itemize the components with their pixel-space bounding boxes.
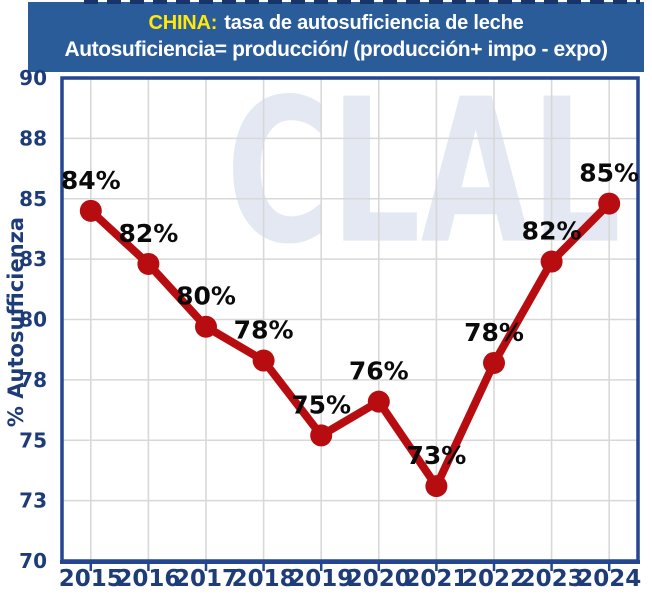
x-tick-label: 2023: [520, 566, 584, 592]
data-point-marker: [367, 390, 390, 413]
y-tick-label: 75: [19, 428, 47, 452]
data-point-marker: [540, 250, 563, 273]
chart-title-country: CHINA:: [148, 12, 218, 34]
series-line: [86, 199, 614, 491]
data-point-marker: [252, 349, 275, 372]
chart-title: CHINA: tasa de autosuficiencia de leche: [148, 12, 523, 35]
x-tick-label: 2016: [116, 566, 180, 592]
x-tick-label: 2022: [462, 566, 526, 592]
data-point-marker: [483, 351, 505, 374]
data-label: 75%: [291, 390, 351, 419]
data-label: 73%: [406, 441, 466, 470]
data-label: 80%: [176, 282, 236, 311]
y-tick-label: 85: [19, 187, 47, 211]
data-label: 78%: [234, 316, 294, 345]
data-point-marker: [598, 192, 621, 215]
chart-title-text: tasa de autosuficiencia de leche: [224, 12, 524, 34]
chart-subtitle: Autosuficiencia= producción/ (producción…: [64, 38, 608, 61]
y-tick-label: 78: [19, 368, 47, 392]
y-tick-label: 80: [19, 308, 47, 332]
data-label: 82%: [522, 217, 582, 246]
x-tick-label: 2019: [289, 566, 353, 592]
data-label: 78%: [464, 318, 524, 347]
chart-title-banner: CHINA: tasa de autosuficiencia de leche A…: [28, 2, 644, 72]
x-tick-label: 2018: [232, 566, 296, 592]
data-point-marker: [137, 252, 160, 275]
data-point-marker: [310, 424, 333, 447]
cropped-text-fragment: [84, 0, 640, 4]
data-label: 85%: [579, 159, 639, 188]
clal-watermark: CLAL: [226, 57, 622, 289]
x-tick-label: 2020: [347, 566, 411, 592]
y-tick-label: 88: [19, 126, 47, 150]
x-tick-label: 2015: [59, 566, 123, 592]
data-point-marker: [425, 475, 448, 498]
y-tick-label: 70: [19, 549, 47, 573]
x-tick-label: 2021: [404, 566, 468, 592]
x-tick-label: 2024: [577, 566, 641, 592]
data-point-marker: [79, 199, 102, 222]
data-label: 84%: [61, 166, 121, 195]
data-point-marker: [195, 315, 217, 338]
y-tick-label: 90: [19, 66, 47, 90]
data-label: 82%: [118, 219, 178, 248]
y-tick-label: 73: [19, 489, 47, 513]
y-tick-label: 83: [19, 247, 47, 271]
y-axis-title: % Autosufficienza: [4, 216, 28, 428]
data-label: 76%: [349, 357, 409, 386]
x-tick-label: 2017: [174, 566, 238, 592]
